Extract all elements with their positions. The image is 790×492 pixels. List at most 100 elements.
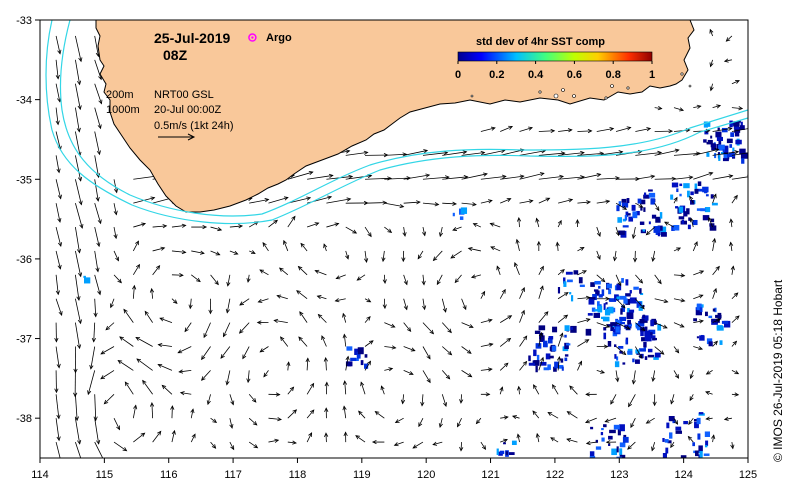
current-arrow-icon [75,107,81,133]
current-arrow-icon [55,250,62,270]
current-arrow-icon [394,417,404,424]
sst-stddev-pixel [616,283,622,291]
sst-stddev-pixel [655,216,661,223]
sst-stddev-pixel [619,442,626,448]
sst-stddev-pixel [600,431,604,436]
sst-stddev-pixel [740,152,748,159]
sst-stddev-pixel [648,221,651,225]
sst-stddev-pixel [715,314,722,318]
current-arrow-icon [100,370,115,380]
current-arrow-icon [533,384,540,395]
sst-stddev-pixel [676,188,679,193]
current-arrow-icon [94,131,101,156]
current-arrow-icon [75,441,82,458]
current-arrow-icon [55,298,63,316]
current-arrow-icon [316,295,327,300]
current-arrow-icon [712,237,717,252]
sst-stddev-pixel [666,422,670,429]
y-tick-label: -33 [16,15,32,27]
sst-stddev-pixel [608,306,614,314]
current-arrow-icon [550,437,559,443]
current-arrow-icon [499,362,509,371]
current-arrow-icon [480,367,493,372]
sst-stddev-pixel [639,348,646,352]
current-arrow-icon [170,405,175,419]
current-arrow-icon [248,441,259,449]
sst-stddev-pixel [604,308,611,316]
sst-stddev-pixel [608,435,613,440]
sst-stddev-pixel [616,456,623,458]
current-arrow-icon [268,219,279,228]
sst-stddev-pixel [619,295,627,300]
sst-stddev-pixel [621,202,629,208]
sst-stddev-pixel [665,447,669,454]
current-arrow-icon [664,221,675,228]
sst-stddev-pixel [651,214,657,219]
current-arrow-icon [132,284,137,299]
current-arrow-icon [222,322,231,338]
contour-200m-label: 200m [106,89,134,101]
colorbar-tick-label: 1 [649,69,655,81]
sst-stddev-pixel [696,303,702,311]
current-arrow-icon [645,417,655,424]
current-arrow-icon [75,418,82,445]
sst-stddev-pixel [696,336,699,339]
current-arrow-icon [210,417,218,424]
current-arrow-icon [210,226,223,232]
sst-stddev-pixel [625,339,628,345]
current-arrow-icon [673,175,694,180]
sst-stddev-pixel [508,458,513,464]
current-arrow-icon [55,394,61,420]
sst-stddev-pixel [728,152,735,158]
current-arrow-icon [627,441,636,450]
current-arrow-icon [442,201,457,206]
current-arrow-icon [500,415,509,420]
sst-stddev-pixel [553,366,557,372]
current-arrow-icon [263,370,269,378]
current-arrow-icon [536,240,541,251]
current-arrow-icon [403,149,429,156]
sst-stddev-pixel [554,361,559,369]
current-arrow-icon [364,250,369,263]
current-arrow-icon [673,370,679,379]
current-arrow-icon [596,250,601,261]
sst-stddev-pixel [694,188,699,194]
current-arrow-icon [306,382,315,395]
sst-stddev-pixel [696,417,701,425]
sst-stddev-pixel [622,225,629,228]
current-arrow-icon [538,174,565,180]
sst-stddev-pixel [547,364,551,370]
current-arrow-icon [364,226,372,238]
sst-stddev-pixel [535,343,542,349]
current-arrow-icon [113,274,122,284]
sst-stddev-pixel [693,419,700,422]
sst-stddev-pixel [533,360,540,366]
sst-stddev-pixel [739,148,746,155]
sst-stddev-pixel [617,217,623,223]
y-tick-label: -34 [16,95,32,107]
sst-stddev-pixel [615,326,620,333]
current-arrow-icon [248,394,257,403]
current-arrow-icon [651,370,656,383]
current-arrow-icon [577,128,593,134]
sst-stddev-pixel [566,343,571,346]
current-arrow-icon [422,370,431,384]
current-arrow-icon [356,274,366,281]
current-arrow-icon [75,226,82,254]
current-arrow-icon [132,240,139,252]
current-arrow-icon [55,179,62,200]
sst-stddev-pixel [740,121,743,129]
current-arrow-icon [184,322,192,333]
current-arrow-icon [100,346,115,355]
sst-stddev-pixel [610,326,615,332]
current-arrow-icon [55,59,60,80]
sst-stddev-pixel [644,326,648,333]
sst-stddev-pixel [548,336,554,340]
sst-stddev-pixel [452,212,455,217]
current-arrow-icon [547,411,559,419]
current-arrow-icon [693,294,704,300]
current-arrow-icon [472,223,482,228]
current-arrow-icon [210,441,217,449]
sst-stddev-pixel [670,194,674,200]
current-arrow-icon [654,274,662,285]
